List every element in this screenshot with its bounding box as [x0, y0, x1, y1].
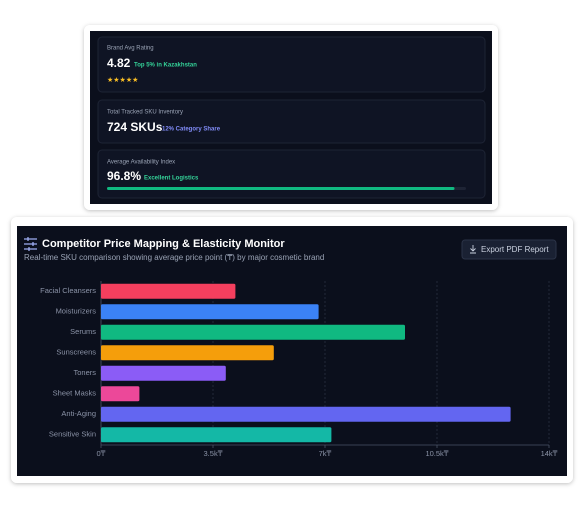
stat-value: 4.82: [107, 56, 131, 70]
stat-label: Total Tracked SKU Inventory: [107, 110, 183, 116]
bar: [101, 345, 274, 361]
stat-value: 96.8%: [107, 169, 141, 183]
progress-bar: [107, 187, 455, 190]
bar: [101, 406, 511, 422]
bar: [101, 386, 140, 402]
stat-note: 12% Category Share: [162, 127, 221, 133]
icon: [24, 237, 37, 251]
stat-note: Top 5% in Kazakhstan: [134, 63, 197, 69]
y-tick-label: Toners: [73, 368, 96, 377]
y-tick-label: Anti-Aging: [61, 409, 96, 418]
bar: [101, 324, 405, 340]
y-tick-label: Sunscreens: [56, 348, 96, 357]
stat-card: [97, 36, 486, 93]
y-tick-label: Moisturizers: [56, 307, 97, 316]
button-label[interactable]: Export PDF Report: [481, 245, 549, 254]
x-tick-label: 7k₸: [319, 449, 333, 458]
stat-value: 724 SKUs: [107, 120, 163, 134]
stat-card: [97, 149, 486, 199]
export-button[interactable]: Export PDF Report: [461, 239, 557, 260]
y-tick-label: Sensitive Skin: [49, 430, 96, 439]
stat-label: Average Availability Index: [107, 160, 175, 166]
x-tick-label: 0₸: [97, 449, 107, 458]
bar: [101, 283, 236, 299]
chart: 0₸ 3.5k₸ 7k₸ 10.5k₸ 14k₸ Facial Cleansers Mois…: [40, 281, 559, 458]
stat-label: Brand Avg Rating: [107, 46, 154, 52]
chart-subtitle: Real-time SKU comparison showing average…: [24, 253, 324, 262]
chart-title: Competitor Price Mapping & Elasticity Mo…: [42, 238, 285, 250]
stars: ★★★★★: [107, 76, 138, 84]
stat-note: Excellent Logistics: [144, 176, 199, 182]
bar: [101, 304, 319, 320]
button-bg[interactable]: [461, 239, 557, 260]
x-tick-label: 10.5k₸: [425, 449, 449, 458]
y-tick-label: Serums: [70, 327, 96, 336]
bar: [101, 365, 226, 381]
y-tick-label: Sheet Masks: [53, 389, 97, 398]
stat-card: [97, 99, 486, 144]
bar: [101, 427, 332, 443]
y-tick-label: Facial Cleansers: [40, 286, 96, 295]
x-tick-label: 3.5k₸: [204, 449, 224, 458]
x-tick-label: 14k₸: [541, 449, 559, 458]
